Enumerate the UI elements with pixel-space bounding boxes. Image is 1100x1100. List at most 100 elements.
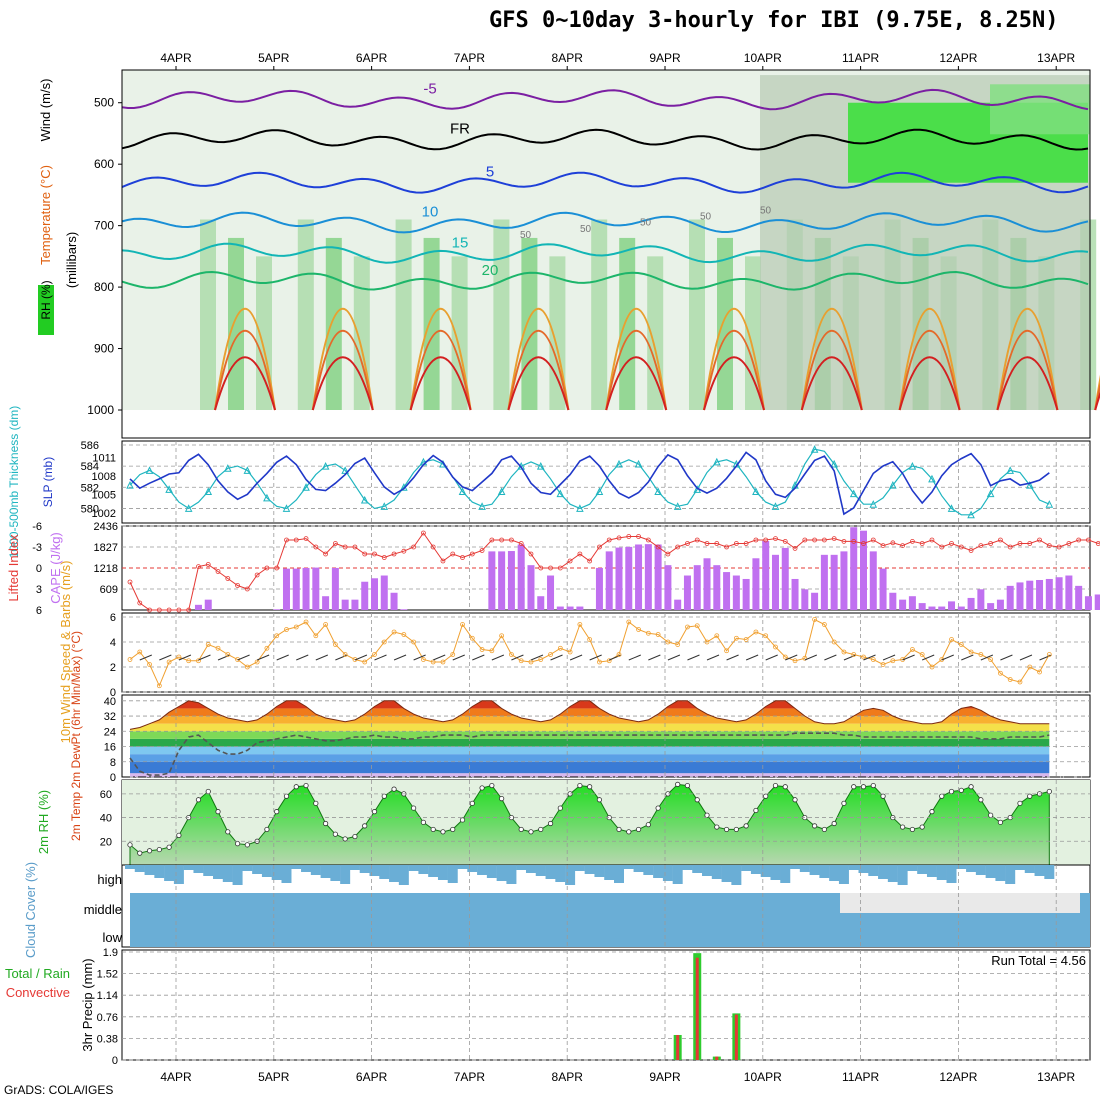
date-label-bottom: 5APR — [258, 1070, 290, 1084]
lifted-index-marker — [381, 555, 387, 560]
cape-bar — [703, 558, 711, 610]
wind-speed-marker — [880, 662, 886, 667]
rh-contour-label: 50 — [640, 218, 652, 229]
cloud-level-label: low — [102, 930, 122, 945]
lifted-index-marker — [489, 537, 495, 543]
wind-speed-marker — [1007, 677, 1013, 682]
wind-speed-marker — [411, 639, 417, 645]
rh-marker — [811, 823, 818, 829]
cloud-high-bar — [457, 865, 468, 869]
precip-tick-label: 1.52 — [97, 969, 118, 981]
temperature-band — [130, 754, 1050, 762]
lifted-index-marker — [919, 541, 925, 546]
date-label-bottom: 11APR — [842, 1070, 879, 1084]
boundary-layer-contour — [311, 356, 374, 411]
wind-barb — [648, 654, 661, 661]
date-label-bottom: 8APR — [552, 1070, 584, 1084]
date-label-bottom: 12APR — [939, 1070, 977, 1084]
cloud-high-bar — [516, 865, 527, 870]
cloud-high-bar — [966, 865, 977, 872]
cape-bar — [674, 599, 682, 610]
thickness-marker — [967, 510, 975, 519]
cloud-high-bar — [838, 865, 849, 884]
lifted-index-marker — [332, 541, 338, 546]
temperature-tick-label: 40 — [104, 696, 116, 708]
lifted-index-marker — [1095, 541, 1100, 546]
cloud-high-bar — [320, 865, 331, 878]
thickness-marker — [947, 504, 956, 512]
date-label-bottom: 13APR — [1037, 1070, 1075, 1084]
thickness-marker — [752, 487, 760, 496]
wind-speed-marker — [381, 639, 387, 645]
cloud-high-bar — [183, 865, 194, 870]
thickness-marker — [380, 502, 389, 510]
rh-marker — [919, 824, 925, 830]
cloud-high-bar — [565, 865, 576, 885]
thickness-marker — [243, 466, 252, 474]
thickness-marker — [771, 502, 780, 510]
wind-speed-marker — [215, 645, 221, 651]
cape-bar — [713, 565, 721, 610]
cape-bar — [732, 575, 740, 610]
rh-marker — [391, 786, 397, 792]
wind-speed-marker — [342, 652, 348, 657]
wind-barb — [413, 654, 426, 661]
lifted-index-marker — [137, 600, 143, 606]
lifted-index-marker — [460, 555, 465, 560]
cloud-high-bar — [193, 865, 204, 873]
cape-bar — [341, 599, 349, 610]
cloud-high-bar — [437, 865, 448, 880]
rh-column — [395, 219, 412, 410]
wind-barb — [139, 654, 152, 661]
lifted-index-marker — [616, 535, 622, 541]
run-total: Run Total = 4.56 — [991, 953, 1086, 968]
pressure-tick-label: 1000 — [87, 403, 114, 417]
rh-column — [423, 237, 440, 410]
cloud-high-bar — [310, 865, 321, 875]
rh-marker — [450, 826, 456, 833]
cloud-high-bar — [907, 865, 918, 871]
cape-bar — [566, 606, 574, 610]
cloud-high-bar — [780, 865, 791, 883]
boundary-layer-contour — [898, 307, 961, 411]
wind-barb — [530, 654, 544, 661]
rh-column — [297, 219, 314, 410]
cloud-mid-gap — [840, 893, 1080, 913]
cloud-high-bar — [946, 865, 957, 883]
lifted-index-marker — [831, 536, 837, 541]
rh-marker — [841, 800, 847, 806]
boundary-layer-contour — [605, 329, 668, 411]
wind-speed-marker — [284, 627, 289, 632]
wind-barb — [472, 654, 485, 661]
thickness-marker — [497, 487, 506, 496]
ylabel-wind: 10m Wind Speed & Barbs (m/s) — [58, 561, 73, 744]
cloud-high-bar — [213, 865, 224, 879]
thickness-marker — [302, 483, 310, 491]
rh-marker — [704, 812, 710, 818]
slp-tick-label: 1011 — [92, 452, 116, 464]
cape-bar — [811, 592, 819, 610]
wind-barb — [1039, 654, 1052, 661]
lifted-index-marker — [694, 537, 700, 543]
cloud-high-bar — [858, 865, 869, 873]
cape-bar — [860, 530, 867, 610]
cloud-high-bar — [633, 865, 644, 872]
lifted-index-marker — [704, 541, 710, 546]
rh-marker — [362, 823, 368, 829]
lifted-index-marker — [1046, 543, 1052, 548]
cape-tick-label: 1827 — [94, 542, 118, 554]
cape-bar — [635, 544, 643, 610]
cape-bar — [918, 603, 926, 610]
chart-title: GFS 0~10day 3-hourly for IBI (9.75E, 8.2… — [489, 8, 1059, 33]
cloud-high-bar — [770, 865, 781, 880]
lifted-index-marker — [597, 544, 602, 550]
cloud-high-bar — [506, 865, 517, 884]
wind-speed-marker — [861, 654, 866, 660]
grads-credit: GrADS: COLA/IGES — [4, 1083, 114, 1097]
cape-bar — [771, 554, 779, 610]
rh-marker — [988, 812, 994, 818]
rh-marker — [909, 826, 916, 833]
cape-bar — [723, 572, 731, 610]
wind-speed-marker — [196, 658, 201, 664]
lifted-index-marker — [352, 544, 358, 550]
